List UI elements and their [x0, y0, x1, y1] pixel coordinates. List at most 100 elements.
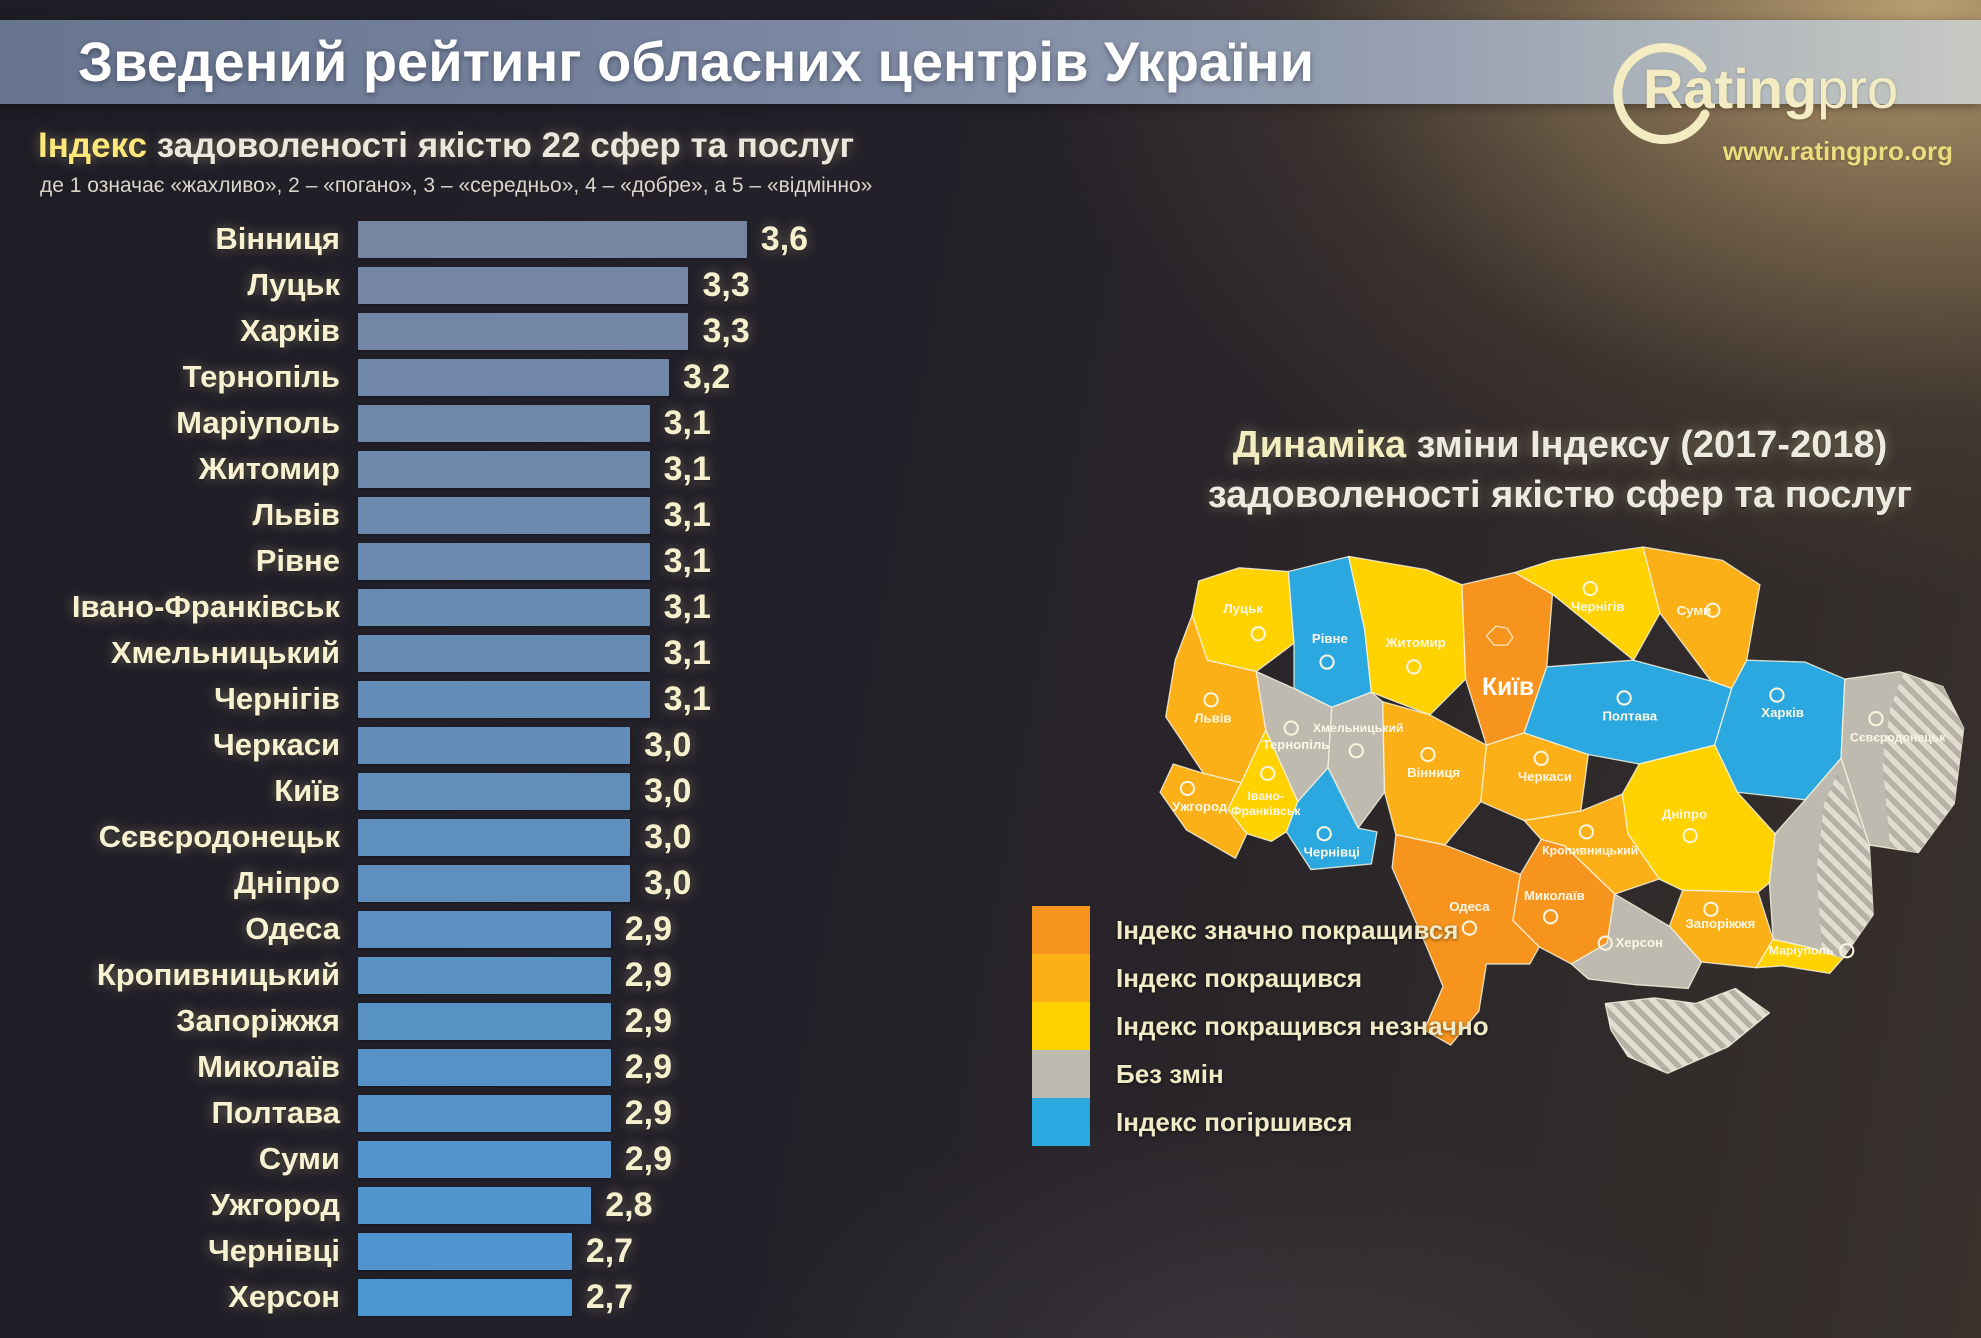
bar-value: 2,9	[624, 1001, 672, 1040]
bar-value: 3,1	[663, 403, 711, 442]
bar-track: 2,7	[358, 1278, 1006, 1317]
bar-label: Миколаїв	[197, 1049, 340, 1084]
bar-value: 3,1	[663, 679, 711, 718]
legend-swatch-improved	[1032, 954, 1090, 1002]
bar-track: 2,9	[358, 1094, 1006, 1133]
map-label-cherkasy: Черкаси	[1518, 769, 1572, 784]
bar-value: 2,9	[624, 1139, 672, 1178]
bar-track: 3,0	[358, 772, 1006, 811]
bar-label: Тернопіль	[182, 359, 340, 394]
bar-row: Житомир 3,1	[38, 446, 1006, 492]
bar-row: Львів 3,1	[38, 492, 1006, 538]
bar-value: 3,0	[644, 863, 692, 902]
bar-value: 2,9	[624, 909, 672, 948]
city-marker-odesa	[1461, 920, 1478, 936]
bar-value: 3,1	[663, 587, 711, 626]
logo-word-light: pro	[1817, 57, 1899, 120]
bar	[358, 772, 631, 810]
bar-label: Чернівці	[207, 1233, 340, 1268]
city-marker-cherkasy	[1533, 750, 1549, 766]
map-label-chernivtsi: Чернівці	[1304, 844, 1360, 859]
region-mariupol	[1755, 938, 1844, 975]
bar-value: 2,9	[624, 1047, 672, 1086]
bar-track: 3,3	[358, 312, 1006, 351]
bar-label: Черкаси	[212, 727, 340, 762]
bar-value: 2,7	[585, 1231, 634, 1270]
bar-label: Київ	[274, 773, 340, 808]
map-label-chernihiv: Чернігів	[1571, 599, 1625, 614]
map-label-khmelnytskyi: Хмельницький	[1313, 721, 1404, 735]
region-lutsk	[1191, 567, 1295, 673]
dynamics-title: Динаміка зміни Індексу (2017-2018) задов…	[1160, 420, 1960, 520]
bar	[358, 450, 650, 488]
bar-label: Одеса	[245, 911, 340, 946]
bar-row: Чернігів 3,1	[38, 676, 1006, 722]
city-marker-poltava	[1616, 690, 1632, 706]
bar-value: 2,7	[585, 1277, 634, 1316]
city-marker-dnipro	[1682, 827, 1698, 844]
occupied-luhansk-hatch	[1882, 673, 1964, 853]
bar-track: 2,9	[358, 1140, 1006, 1179]
dynamics-title-rest: зміни Індексу (2017-2018)	[1406, 424, 1888, 466]
bar-row: Запоріжжя 2,9	[38, 998, 1006, 1044]
map-label-odesa: Одеса	[1449, 899, 1490, 914]
bar	[358, 496, 650, 534]
bar-row: Ужгород 2,8	[38, 1182, 1006, 1228]
map-label-kherson: Херсон	[1615, 935, 1663, 950]
bar-track: 3,0	[358, 726, 1006, 765]
legend-item: Без змін	[1032, 1050, 1489, 1098]
city-marker-sievierodonetsk	[1868, 711, 1884, 727]
logo-wordmark: Ratingpro	[1643, 56, 1898, 121]
bar-track: 3,1	[358, 542, 1006, 581]
bar-row: Маріуполь 3,1	[38, 400, 1006, 446]
bar-track: 2,9	[358, 1002, 1006, 1041]
legend-swatch-slightly-improved	[1032, 1002, 1090, 1050]
bar	[358, 1232, 572, 1270]
bar-label: Рівне	[255, 543, 340, 578]
scale-note: де 1 означає «жахливо», 2 – «погано», 3 …	[40, 174, 873, 197]
bar-row: Чернівці 2,7	[38, 1228, 1006, 1274]
city-marker-kherson	[1597, 935, 1613, 951]
city-marker-kharkiv	[1769, 687, 1785, 703]
city-marker-lviv	[1203, 692, 1219, 708]
bar-label: Луцьк	[247, 267, 340, 302]
bar-value: 2,8	[605, 1185, 653, 1224]
map-label-lutsk: Луцьк	[1223, 601, 1263, 616]
bar-value: 3,0	[644, 725, 692, 764]
bar-row: Рівне 3,1	[38, 538, 1006, 584]
bar-row: Черкаси 3,0	[38, 722, 1006, 768]
bar	[358, 1002, 611, 1040]
bar	[358, 864, 631, 902]
bar-value: 3,1	[663, 541, 711, 580]
dynamics-title-line2: задоволеності якістю сфер та послуг	[1207, 474, 1913, 517]
bar-row: Харків 3,3	[38, 308, 1006, 354]
map-label-vinnytsia: Вінниця	[1407, 765, 1460, 780]
legend-swatch-much-improved	[1032, 906, 1090, 954]
map-label-kyiv: Київ	[1482, 674, 1534, 701]
bar-row: Суми 2,9	[38, 1136, 1006, 1182]
bar-label: Дніпро	[233, 865, 340, 900]
chart-title-rest: задоволеності якістю 22 сфер та послуг	[147, 126, 855, 165]
legend-label: Індекс погіршився	[1116, 1106, 1353, 1137]
bar-label: Запоріжжя	[176, 1003, 340, 1038]
bar-label: Херсон	[228, 1279, 340, 1314]
bar	[358, 404, 650, 442]
bar-row: Дніпро 3,0	[38, 860, 1006, 906]
bar-row: Одеса 2,9	[38, 906, 1006, 952]
bar	[358, 956, 611, 994]
bar-track: 3,1	[358, 680, 1006, 719]
bar-label: Суми	[258, 1141, 340, 1176]
map-label-zhytomyr: Житомир	[1385, 635, 1446, 650]
city-marker-uzhhorod	[1179, 780, 1196, 797]
region-odesa	[1391, 834, 1540, 1046]
bar-row: Київ 3,0	[38, 768, 1006, 814]
bar-track: 3,6	[358, 220, 1006, 259]
city-marker-mariupol	[1839, 943, 1855, 959]
bar	[358, 542, 650, 580]
city-marker-chernivtsi	[1316, 826, 1332, 842]
city-marker-vinnytsia	[1420, 746, 1436, 763]
legend-swatch-no-change	[1032, 1050, 1090, 1098]
legend-label: Без змін	[1116, 1058, 1224, 1089]
map-label-ivano-frankivsk-line2: Франківськ	[1231, 804, 1301, 818]
bar-track: 3,1	[358, 496, 1006, 535]
